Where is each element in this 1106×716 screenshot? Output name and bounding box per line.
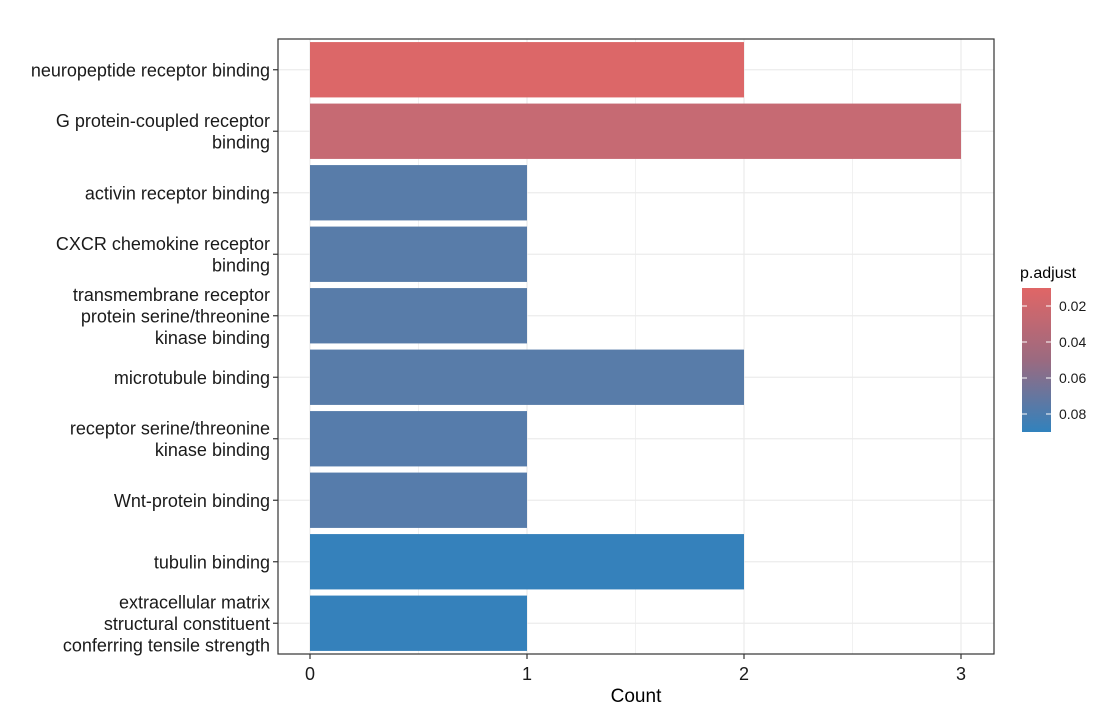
y-tick-label: conferring tensile strength [63, 635, 270, 655]
legend-tick-label: 0.02 [1059, 298, 1086, 314]
bar [310, 411, 527, 467]
y-tick-label: binding [212, 256, 270, 276]
y-tick-label: kinase binding [155, 440, 270, 460]
x-tick-label: 0 [305, 664, 315, 684]
y-tick-label: microtubule binding [114, 368, 270, 388]
bars [310, 42, 961, 651]
plot-border [277, 38, 995, 655]
bar [310, 42, 744, 98]
x-tick-label: 1 [522, 664, 532, 684]
y-tick-label: G protein-coupled receptor [56, 111, 270, 131]
bar [310, 165, 527, 221]
bar [310, 103, 961, 159]
color-legend: p.adjust 0.02 0.04 0.06 0.08 [1020, 265, 1086, 432]
y-tick-label: kinase binding [155, 328, 270, 348]
y-tick-label: neuropeptide receptor binding [31, 60, 270, 80]
legend-tick-label: 0.06 [1059, 370, 1086, 386]
y-tick-label: structural constituent [104, 614, 270, 634]
y-axis: neuropeptide receptor binding G protein-c… [31, 60, 278, 655]
legend-tick-label: 0.04 [1059, 334, 1086, 350]
legend-ticks: 0.02 0.04 0.06 0.08 [1022, 298, 1086, 422]
x-axis-title: Count [611, 686, 662, 707]
y-tick-label: CXCR chemokine receptor [56, 234, 270, 254]
y-tick-label: receptor serine/threonine [70, 419, 270, 439]
bar [310, 288, 527, 344]
bar [310, 349, 744, 405]
legend-title: p.adjust [1020, 265, 1077, 282]
legend-colorbar [1022, 288, 1051, 432]
legend-tick-label: 0.08 [1059, 406, 1086, 422]
y-tick-label: transmembrane receptor [73, 285, 270, 305]
bar [310, 226, 527, 282]
y-tick-label: tubulin binding [154, 552, 270, 572]
bar [310, 472, 527, 528]
y-tick-label: binding [212, 133, 270, 153]
x-axis: 0 1 2 3 [305, 654, 966, 684]
y-tick-label: protein serine/threonine [81, 306, 270, 326]
bar [310, 534, 744, 590]
x-tick-label: 3 [956, 664, 966, 684]
y-tick-label: Wnt-protein binding [114, 491, 270, 511]
x-tick-label: 2 [739, 664, 749, 684]
y-tick-label: extracellular matrix [119, 592, 270, 612]
y-tick-label: activin receptor binding [85, 183, 270, 203]
bar [310, 595, 527, 651]
